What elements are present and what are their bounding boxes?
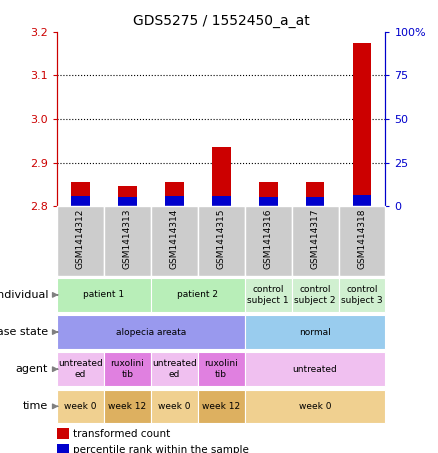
Text: untreated
ed: untreated ed [58,360,103,379]
Bar [57,444,69,453]
Text: percentile rank within the sample: percentile rank within the sample [74,445,249,453]
Text: ruxolini
tib: ruxolini tib [110,360,144,379]
Title: GDS5275 / 1552450_a_at: GDS5275 / 1552450_a_at [133,14,310,28]
Text: GSM1414312: GSM1414312 [76,208,85,269]
Text: control
subject 1: control subject 1 [247,285,289,304]
Bar [118,198,137,206]
Text: individual: individual [0,290,48,300]
Bar [57,390,104,423]
Bar [57,428,69,439]
Bar [104,352,151,386]
Bar [306,198,325,206]
Bar [292,206,339,276]
Bar [165,196,184,206]
Text: transformed count: transformed count [74,429,171,439]
Text: GSM1414318: GSM1414318 [357,208,367,269]
Text: agent: agent [16,364,48,374]
Text: untreated: untreated [293,365,337,374]
Text: control
subject 3: control subject 3 [341,285,383,304]
Text: week 0: week 0 [158,402,191,411]
Text: normal: normal [299,328,331,337]
Text: week 0: week 0 [299,402,331,411]
Bar [151,390,198,423]
Bar [104,206,151,276]
Text: GSM1414314: GSM1414314 [170,208,179,269]
Bar [57,206,104,276]
Bar [165,182,184,206]
Bar [245,278,292,312]
Bar [212,196,230,206]
Bar [198,390,245,423]
Bar [151,278,245,312]
Bar [259,182,278,206]
Text: disease state: disease state [0,327,48,337]
Text: week 12: week 12 [108,402,146,411]
Bar [212,147,230,206]
Bar [245,352,385,386]
Bar [245,390,385,423]
Text: patient 1: patient 1 [83,290,124,299]
Bar [306,182,325,206]
Bar [198,352,245,386]
Bar [57,352,104,386]
Text: patient 2: patient 2 [177,290,218,299]
Bar [292,278,339,312]
Bar [339,278,385,312]
Text: GSM1414316: GSM1414316 [264,208,272,269]
Bar [339,206,385,276]
Text: GSM1414313: GSM1414313 [123,208,132,269]
Text: alopecia areata: alopecia areata [116,328,186,337]
Bar [245,315,385,349]
Bar [353,43,371,206]
Text: week 0: week 0 [64,402,97,411]
Bar [71,182,90,206]
Bar [57,278,151,312]
Bar [151,206,198,276]
Bar [71,196,90,206]
Bar [104,390,151,423]
Text: GSM1414317: GSM1414317 [311,208,320,269]
Bar [259,198,278,206]
Bar [245,206,292,276]
Text: control
subject 2: control subject 2 [294,285,336,304]
Bar [353,195,371,206]
Bar [118,187,137,206]
Text: week 12: week 12 [202,402,240,411]
Text: untreated
ed: untreated ed [152,360,197,379]
Bar [198,206,245,276]
Text: time: time [23,401,48,411]
Bar [151,352,198,386]
Bar [57,315,245,349]
Text: ruxolini
tib: ruxolini tib [204,360,238,379]
Text: GSM1414315: GSM1414315 [217,208,226,269]
